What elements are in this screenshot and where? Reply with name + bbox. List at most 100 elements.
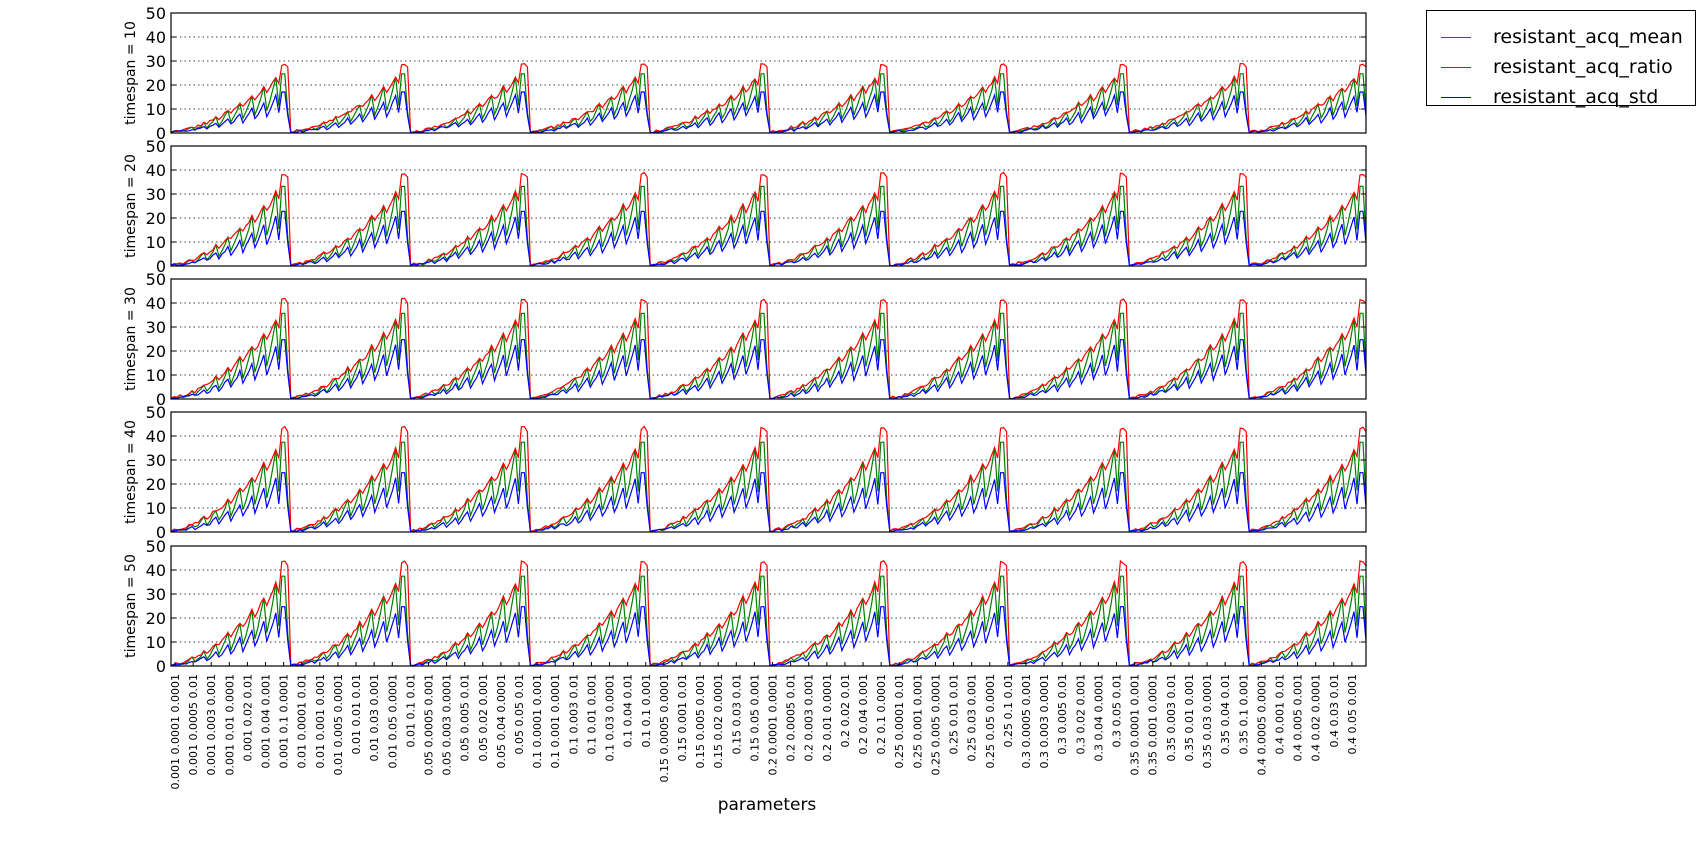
x-tick-label: 0.4 0.005 0.001 bbox=[1292, 674, 1305, 761]
y-tick-label: 20 bbox=[146, 609, 166, 628]
x-tick-label: 0.001 0.01 0.0001 bbox=[223, 674, 236, 775]
series-line-resistant_acq_std bbox=[170, 606, 1367, 667]
y-tick-label: 40 bbox=[146, 427, 166, 446]
series-line-resistant_acq_ratio bbox=[170, 297, 1367, 400]
x-tick-label: 0.05 0.05 0.01 bbox=[513, 674, 526, 754]
x-tick-label: 0.4 0.02 0.0001 bbox=[1310, 674, 1323, 761]
x-tick-label: 0.05 0.005 0.01 bbox=[459, 674, 472, 761]
y-tick-label: 50 bbox=[146, 137, 166, 156]
x-tick-label: 0.3 0.02 0.001 bbox=[1074, 674, 1087, 754]
x-tick-label: 0.1 0.04 0.01 bbox=[622, 674, 635, 747]
axes-frame bbox=[170, 145, 1367, 267]
x-tick-label: 0.01 0.005 0.0001 bbox=[332, 674, 345, 775]
y-tick-label: 40 bbox=[146, 161, 166, 180]
panel-5: 0 10 20 30 40 50 timespan = 50 bbox=[123, 537, 1367, 676]
x-tick-label: 0.2 0.003 0.001 bbox=[803, 674, 816, 761]
x-tick-label: 0.25 0.0001 0.01 bbox=[893, 674, 906, 768]
y-tick-label: 0 bbox=[156, 390, 166, 409]
y-axis-label: timespan = 20 bbox=[123, 154, 139, 258]
axes-frame bbox=[170, 12, 1367, 134]
y-tick-label: 0 bbox=[156, 523, 166, 542]
x-tick-label: 0.1 0.001 0.0001 bbox=[549, 674, 562, 768]
x-tick-label: 0.15 0.001 0.01 bbox=[676, 674, 689, 761]
y-tick-label: 20 bbox=[146, 342, 166, 361]
x-tick-label: 0.1 0.1 0.001 bbox=[640, 674, 653, 747]
series-line-resistant_acq_std bbox=[170, 472, 1367, 533]
series-line-resistant_acq_std bbox=[170, 210, 1367, 267]
x-tick-label: 0.001 0.04 0.001 bbox=[260, 674, 273, 768]
y-tick-label: 20 bbox=[146, 76, 166, 95]
y-tick-label: 0 bbox=[156, 657, 166, 676]
x-tick-label: 0.15 0.05 0.001 bbox=[748, 674, 761, 761]
y-tick-label: 0 bbox=[156, 124, 166, 143]
x-tick-label: 0.3 0.05 0.01 bbox=[1111, 674, 1124, 747]
y-tick-label: 20 bbox=[146, 475, 166, 494]
y-tick-label: 30 bbox=[146, 585, 166, 604]
y-axis-label: timespan = 50 bbox=[123, 554, 139, 658]
axes-frame bbox=[170, 545, 1367, 667]
x-tick-label: 0.4 0.0005 0.0001 bbox=[1255, 674, 1268, 775]
y-tick-label: 50 bbox=[146, 537, 166, 556]
legend-swatch-ratio bbox=[1441, 66, 1471, 68]
x-axis-label: parameters bbox=[718, 795, 817, 815]
x-tick-label: 0.05 0.02 0.001 bbox=[477, 674, 490, 761]
x-tick-label: 0.001 0.0001 0.0001 bbox=[169, 674, 182, 789]
x-tick-label: 0.15 0.02 0.0001 bbox=[712, 674, 725, 768]
y-tick-label: 10 bbox=[146, 633, 166, 652]
series-line-resistant_acq_ratio bbox=[170, 62, 1367, 134]
legend-label-ratio: resistant_acq_ratio bbox=[1493, 56, 1673, 78]
y-axis-label: timespan = 30 bbox=[123, 287, 139, 391]
legend-swatch-std bbox=[1441, 96, 1471, 98]
x-tick-label: 0.25 0.001 0.001 bbox=[911, 674, 924, 768]
series-line-resistant_acq_ratio bbox=[170, 171, 1367, 267]
y-tick-label: 50 bbox=[146, 4, 166, 23]
x-tick-label: 0.001 0.0005 0.01 bbox=[187, 674, 200, 775]
series-line-resistant_acq_std bbox=[170, 91, 1367, 134]
x-tick-label: 0.3 0.0005 0.001 bbox=[1020, 674, 1033, 768]
y-axis-label: timespan = 10 bbox=[123, 21, 139, 125]
legend-item-std: resistant_acq_std bbox=[1441, 83, 1658, 111]
y-tick-label: 30 bbox=[146, 185, 166, 204]
panel-3: 0 10 20 30 40 50 timespan = 30 bbox=[123, 270, 1367, 409]
legend-label-std: resistant_acq_std bbox=[1493, 86, 1659, 108]
x-tick-label: 0.25 0.03 0.001 bbox=[966, 674, 979, 761]
x-tick-label: 0.35 0.001 0.0001 bbox=[1147, 674, 1160, 775]
y-tick-label: 10 bbox=[146, 100, 166, 119]
y-tick-label: 40 bbox=[146, 28, 166, 47]
x-tick-label: 0.05 0.003 0.0001 bbox=[441, 674, 454, 775]
x-tick-label: 0.1 0.03 0.0001 bbox=[604, 674, 617, 761]
y-tick-label: 30 bbox=[146, 52, 166, 71]
series-line-resistant_acq_std bbox=[170, 339, 1367, 400]
y-tick-label: 10 bbox=[146, 366, 166, 385]
subplot-panels: 0 10 20 30 40 50 timespan = 10 0 10 20 30 40 50 times… bbox=[123, 4, 1367, 676]
axes-frame bbox=[170, 278, 1367, 400]
x-tick-label: 0.01 0.001 0.001 bbox=[314, 674, 327, 768]
x-tick-label: 0.2 0.0005 0.01 bbox=[785, 674, 798, 761]
x-tick-label: 0.25 0.005 0.0001 bbox=[929, 674, 942, 775]
series-line-resistant_acq_ratio bbox=[170, 425, 1367, 533]
y-tick-label: 30 bbox=[146, 451, 166, 470]
legend-swatch-mean bbox=[1441, 36, 1471, 38]
panel-1: 0 10 20 30 40 50 timespan = 10 bbox=[123, 4, 1367, 143]
x-tick-label: 0.2 0.01 0.0001 bbox=[821, 674, 834, 761]
x-tick-label: 0.05 0.0005 0.001 bbox=[422, 674, 435, 775]
x-tick-label: 0.01 0.03 0.001 bbox=[368, 674, 381, 761]
x-tick-label: 0.2 0.02 0.01 bbox=[839, 674, 852, 747]
y-tick-label: 40 bbox=[146, 561, 166, 580]
x-tick-label: 0.15 0.005 0.001 bbox=[694, 674, 707, 768]
x-tick-label: 0.1 0.01 0.001 bbox=[585, 674, 598, 754]
legend-item-mean: resistant_acq_mean bbox=[1441, 23, 1683, 51]
y-tick-label: 30 bbox=[146, 318, 166, 337]
y-tick-label: 10 bbox=[146, 499, 166, 518]
x-tick-label: 0.15 0.03 0.01 bbox=[730, 674, 743, 754]
x-tick-label: 0.4 0.05 0.001 bbox=[1346, 674, 1359, 754]
y-axis-label: timespan = 40 bbox=[123, 420, 139, 524]
axes-frame bbox=[170, 411, 1367, 533]
x-tick-label: 0.3 0.04 0.0001 bbox=[1092, 674, 1105, 761]
x-tick-label: 0.001 0.02 0.01 bbox=[241, 674, 254, 761]
x-tick-label: 0.3 0.003 0.0001 bbox=[1038, 674, 1051, 768]
legend: resistant_acq_mean resistant_acq_ratio r… bbox=[1426, 10, 1696, 108]
panel-2: 0 10 20 30 40 50 timespan = 20 bbox=[123, 137, 1367, 276]
x-tick-label: 0.1 0.003 0.01 bbox=[567, 674, 580, 754]
